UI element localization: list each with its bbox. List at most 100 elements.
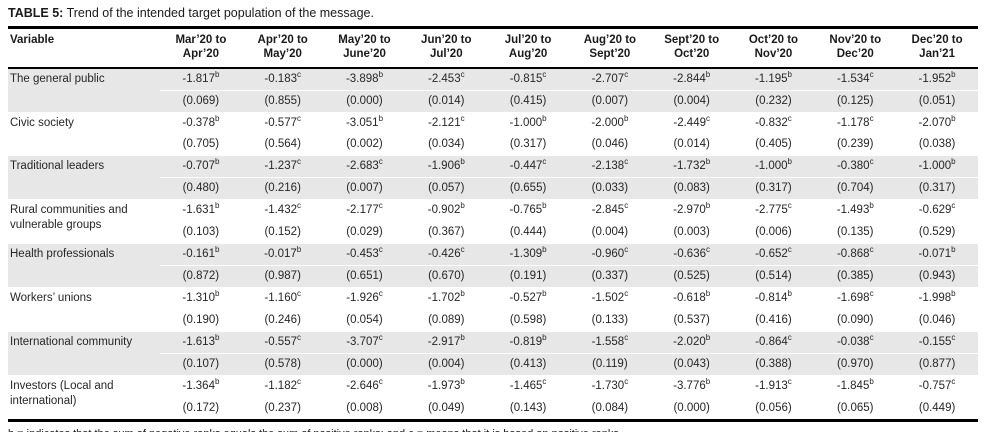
p-value: (0.413)	[487, 353, 569, 376]
z-score: -2.453	[427, 72, 461, 85]
z-score: -3.776	[673, 379, 706, 392]
p-value: (0.143)	[509, 401, 547, 414]
statistic-value: -0.868c	[814, 243, 897, 266]
p-value: (0.152)	[264, 226, 301, 239]
rank-superscript: c	[624, 376, 629, 386]
statistic-value: -0.902b	[405, 200, 487, 222]
table-row-pvalues: (0.172) (0.237) (0.008) (0.049) (0.143) (0.08…	[8, 397, 978, 421]
rank-superscript: b	[378, 69, 384, 79]
z-score: -1.631	[182, 204, 215, 217]
table-title-text: Trend of the intended target population …	[63, 6, 374, 20]
z-score: -0.652	[755, 248, 788, 261]
z-score: -1.613	[182, 335, 215, 348]
period-column-header: Dec’20 to Jan’21	[911, 33, 963, 61]
z-score: -1.906	[427, 160, 461, 173]
z-score: -1.000	[918, 160, 952, 173]
p-value: (0.480)	[160, 177, 242, 200]
rank-superscript: b	[623, 113, 629, 123]
statistic-value: -1.000b	[732, 155, 815, 178]
z-score: -0.557	[264, 335, 297, 348]
p-value: (0.119)	[568, 353, 651, 376]
p-value: (0.008)	[346, 401, 383, 414]
period-column-header: May’20 to June’20	[338, 33, 391, 61]
statistic-value: -1.432c	[242, 200, 324, 222]
z-score: -1.558	[591, 335, 625, 348]
p-value: (0.655)	[487, 177, 569, 200]
z-score: -0.378	[182, 116, 215, 129]
z-score: -0.183	[264, 72, 297, 85]
rank-superscript: c	[787, 333, 792, 343]
period-column-header: Jun’20 to Jul’20	[421, 33, 472, 61]
table-row-pvalues: (0.103) (0.152) (0.029) (0.367) (0.444) (0.00…	[8, 222, 978, 244]
rank-superscript: c	[378, 289, 383, 299]
statistic-value: -2.177c	[324, 200, 406, 222]
z-score: -0.960	[591, 248, 625, 261]
rank-superscript: c	[787, 201, 792, 211]
statistic-value: -1.558c	[568, 331, 651, 354]
rank-superscript: c	[705, 245, 710, 255]
rank-superscript: c	[624, 201, 629, 211]
p-value: (0.000)	[323, 353, 406, 376]
z-score: -0.071	[918, 248, 952, 261]
statistic-value: -0.757c	[896, 375, 978, 397]
p-value: (0.049)	[428, 401, 465, 414]
statistic-value: -0.380c	[814, 155, 897, 178]
rank-superscript: b	[214, 157, 220, 167]
p-value: (0.107)	[160, 353, 242, 376]
p-value: (0.232)	[732, 90, 815, 112]
table-row-pvalues: (0.190) (0.246) (0.054) (0.089) (0.598) (0.13…	[8, 309, 978, 332]
p-value: (0.564)	[264, 138, 301, 151]
statistic-value: -3.898b	[323, 67, 406, 91]
statistic-value: -2.707c	[568, 67, 651, 91]
p-value: (0.000)	[323, 90, 406, 112]
p-value: (0.415)	[487, 90, 569, 112]
p-value: (0.529)	[918, 226, 956, 239]
statistic-value: -2.453c	[405, 67, 488, 91]
rank-superscript: c	[378, 333, 383, 343]
z-score: -1.702	[427, 292, 461, 304]
z-score: -1.502	[591, 292, 625, 304]
statistic-value: -1.160c	[242, 288, 324, 310]
period-column-header: Mar’20 to Apr’20	[175, 33, 227, 61]
z-score: -1.000	[754, 160, 788, 173]
rank-superscript: c	[378, 201, 383, 211]
table-title: TABLE 5: Trend of the intended target po…	[8, 5, 978, 29]
period-column-header: Oct’20 to Nov’20	[748, 33, 799, 61]
z-score: -1.845	[836, 379, 870, 392]
table-footnote: b = indicates that the sum of negative r…	[8, 422, 978, 432]
rank-superscript: c	[787, 245, 792, 255]
statistic-value: -1.698c	[814, 288, 896, 310]
table-row: Workers’ unions -1.310b -1.160c -1.926c -1.7…	[8, 288, 978, 310]
z-score: -1.160	[264, 292, 297, 304]
z-score: -0.902	[427, 204, 461, 217]
statistic-value: -2.775c	[733, 200, 815, 222]
p-value: (0.133)	[591, 313, 629, 326]
p-value: (0.246)	[264, 313, 301, 326]
z-score: -2.707	[591, 72, 625, 85]
statistic-value: -1.952b	[896, 67, 978, 91]
z-score: -1.310	[182, 292, 215, 304]
rank-superscript: c	[297, 333, 301, 343]
p-value: (0.004)	[591, 226, 629, 239]
statistic-value: -1.195b	[732, 67, 815, 91]
statistic-value: -1.000b	[896, 155, 978, 178]
statistic-value: -0.183c	[241, 67, 324, 91]
variable-column-header: Variable	[10, 33, 55, 46]
statistic-value: -2.917b	[405, 331, 488, 354]
header-row: Variable Mar’20 to Apr’20 Apr’20 to May’2…	[8, 29, 978, 68]
p-value: (0.089)	[428, 313, 465, 326]
statistic-value: -0.426c	[405, 243, 488, 266]
statistic-value: -1.309b	[487, 243, 569, 266]
variable-label: Traditional leaders	[8, 155, 160, 200]
p-value: (0.003)	[673, 226, 710, 239]
table-row-pvalues: (0.480) (0.216) (0.007) (0.057) (0.655) (0.03…	[8, 177, 978, 200]
statistic-value: -1.310b	[160, 288, 242, 310]
p-value: (0.943)	[896, 265, 978, 288]
z-score: -0.765	[509, 204, 543, 217]
z-score: -0.757	[918, 379, 952, 392]
p-value: (0.705)	[182, 138, 220, 151]
rank-superscript: b	[460, 157, 465, 167]
statistic-value: -1.906b	[405, 155, 488, 178]
variable-label: Rural communities and vulnerable groups	[10, 204, 128, 232]
p-value: (0.337)	[568, 265, 651, 288]
